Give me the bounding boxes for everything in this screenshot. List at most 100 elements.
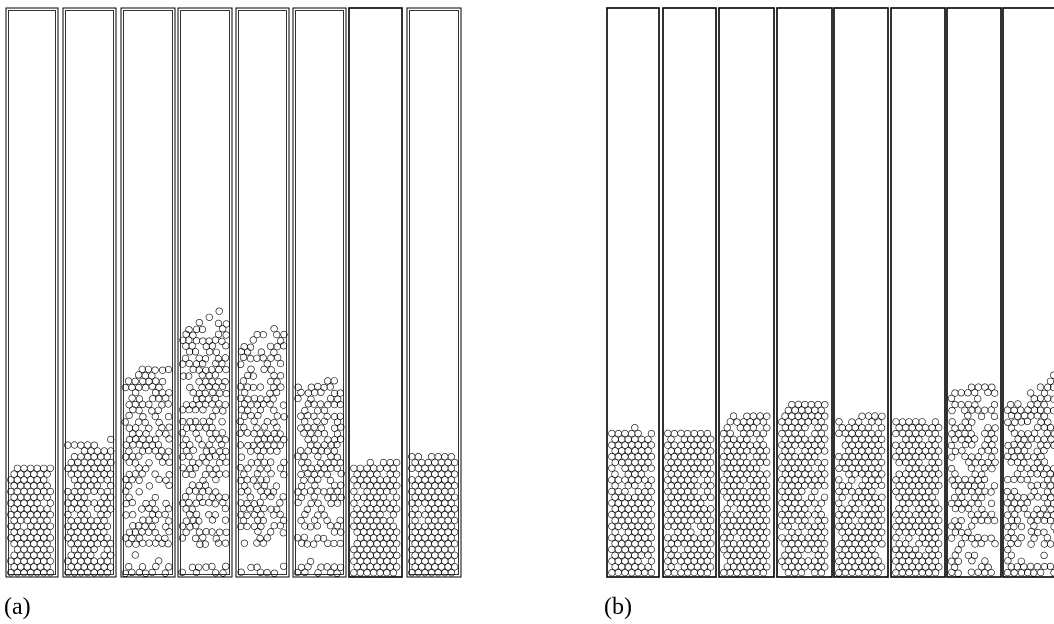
particle [821,459,828,466]
particle [183,331,190,338]
particle [203,367,210,374]
particle [215,378,222,385]
particle [737,494,744,501]
particle [331,540,338,547]
particle [906,535,913,542]
particle [357,535,364,542]
particle [865,459,872,466]
particle [707,459,714,466]
particle [919,558,926,565]
particle [812,453,819,460]
particle [209,424,216,431]
particle [892,558,899,565]
particle [101,517,108,524]
particle [267,459,274,466]
particle [34,477,41,484]
particle [190,389,197,396]
particle [129,511,136,518]
particle [351,523,358,530]
particle [936,506,943,513]
particle [697,430,704,437]
particle [17,482,24,489]
particle [691,535,698,542]
particle [919,419,926,426]
particle [859,448,866,455]
particle [981,476,988,483]
particle [37,506,44,513]
particle [671,546,678,553]
particle [311,424,318,431]
particle [622,546,629,553]
particle [757,471,764,478]
particle [1047,541,1054,548]
particle [681,494,688,501]
particle [264,569,271,576]
particle [668,552,675,559]
particle [1034,424,1041,431]
particle [744,506,751,513]
particle [445,471,452,478]
particle [684,500,691,507]
particle [351,558,358,565]
particle [665,535,672,542]
particle [27,535,34,542]
particle [260,448,267,455]
particle [802,401,809,408]
particle [317,460,324,467]
particle [432,552,439,559]
particle [244,512,251,519]
particle [740,523,747,530]
particle [764,552,771,559]
particle [1025,407,1032,414]
particle [428,558,435,565]
particle [916,448,923,455]
particle [380,540,387,547]
particle [868,465,875,472]
particle [142,384,149,391]
particle [435,465,442,472]
particle [671,511,678,518]
particle [952,401,959,408]
particle [648,477,655,484]
particle [802,459,809,466]
particle [327,384,334,391]
particle [152,436,159,443]
particle [750,541,757,548]
particle [337,540,344,547]
particle [159,424,166,431]
particle [609,430,616,437]
particle [337,517,344,524]
particle [1031,535,1038,542]
particle [264,396,271,403]
particle [845,564,852,571]
particle [849,477,856,484]
particle [859,517,866,524]
particle [337,564,344,571]
column-wall-inner [410,11,459,575]
particle [380,552,387,559]
particle [648,430,655,437]
particle [730,540,737,547]
particle [432,482,439,489]
particle [37,552,44,559]
particle [988,500,995,507]
particle [878,506,885,513]
particle [808,529,815,536]
particle [247,355,254,362]
particle [354,471,361,478]
particle [747,500,754,507]
particle [47,535,54,542]
column-wall-inner [239,11,287,575]
particle [1018,558,1025,565]
particle [789,401,796,408]
column-wall-inner [9,11,56,575]
particle [308,430,315,437]
particle [357,558,364,565]
particle [935,541,942,548]
particle [724,529,731,536]
particle [41,465,48,472]
particle [822,552,829,559]
particle [724,471,731,478]
particle [822,564,829,571]
particle [684,570,691,577]
